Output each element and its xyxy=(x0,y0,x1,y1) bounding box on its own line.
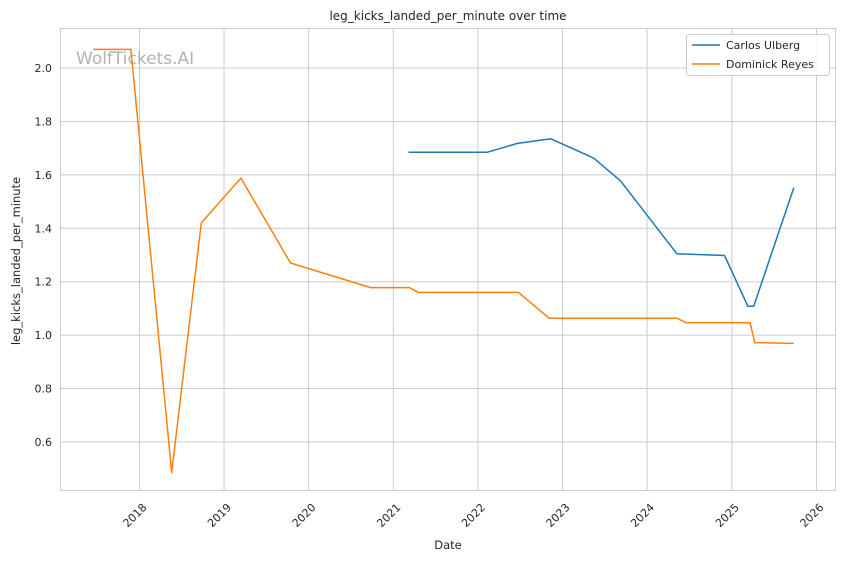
watermark: WolfTickets.AI xyxy=(76,49,194,69)
y-tick-label: 0.8 xyxy=(35,383,53,396)
y-tick-label: 1.4 xyxy=(35,222,53,235)
legend-box xyxy=(686,34,830,76)
x-tick-label: 2024 xyxy=(628,501,657,530)
y-tick-label: 1.6 xyxy=(35,169,53,182)
x-axis-label: Date xyxy=(434,538,462,552)
chart-title: leg_kicks_landed_per_minute over time xyxy=(329,9,566,23)
y-tick-label: 1.2 xyxy=(35,276,53,289)
x-tick-label: 2023 xyxy=(544,501,573,530)
series-line-carlos-ulberg xyxy=(408,138,795,308)
x-tick-label: 2025 xyxy=(713,501,742,530)
x-tick-label: 2018 xyxy=(120,501,149,530)
x-tick-labels: 2018 2019 2020 2021 2022 2023 2024 2025 2026 xyxy=(120,501,826,530)
y-tick-labels: 0.6 0.8 1.0 1.2 1.4 1.6 1.8 2.0 xyxy=(35,62,53,449)
x-tick-label: 2020 xyxy=(290,501,319,530)
gridlines xyxy=(60,28,835,490)
legend: Carlos Ulberg Dominick Reyes xyxy=(686,34,830,76)
y-tick-label: 2.0 xyxy=(35,62,53,75)
plot-frame xyxy=(60,28,836,491)
x-tick-label: 2021 xyxy=(374,501,403,530)
y-axis-label: leg_kicks_landed_per_minute xyxy=(9,177,23,345)
x-tick-label: 2022 xyxy=(459,501,488,530)
y-tick-label: 0.6 xyxy=(35,436,53,449)
y-tick-label: 1.8 xyxy=(35,115,53,128)
y-tick-label: 1.0 xyxy=(35,329,53,342)
x-tick-label: 2026 xyxy=(797,501,826,530)
legend-label-dominick-reyes: Dominick Reyes xyxy=(726,58,814,71)
legend-label-carlos-ulberg: Carlos Ulberg xyxy=(726,39,800,52)
x-tick-label: 2019 xyxy=(205,501,234,530)
series-line-dominick-reyes xyxy=(93,48,794,474)
series-lines xyxy=(93,48,795,474)
